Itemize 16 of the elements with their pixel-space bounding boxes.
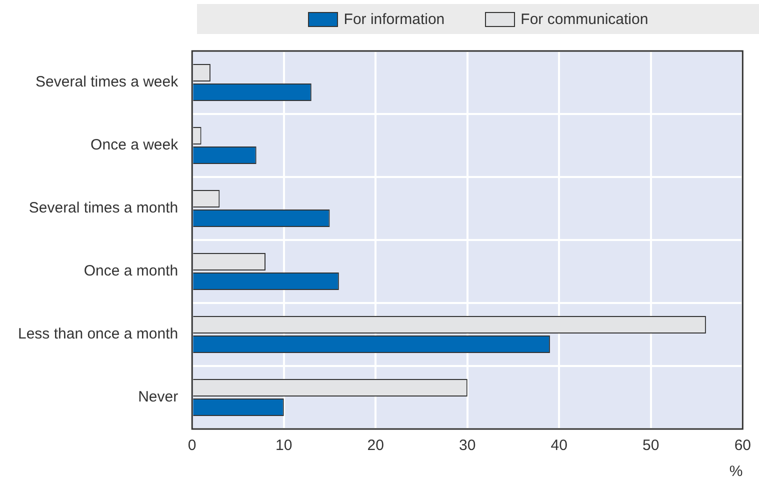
text: For communication (520, 10, 648, 28)
x-tick-label: 50 (642, 437, 660, 454)
legend-label: For information (344, 10, 445, 28)
x-tick-label: 60 (734, 437, 751, 454)
y-tick-label: Several times a month (28, 200, 178, 217)
y-tick-label: Once a month (84, 262, 178, 280)
y-tick-label: Less than once a month (18, 326, 178, 343)
y-tick-label: Once a week (90, 136, 179, 154)
y-tick-label: Several times a week (36, 74, 179, 91)
x-tick-label: 10 (276, 437, 292, 454)
x-tick-label: 40 (550, 437, 568, 454)
x-tick-label: 20 (367, 437, 384, 454)
x-axis-title: % (729, 463, 743, 480)
x-tick-label: 0 (188, 437, 196, 454)
y-tick-label: Never (138, 388, 178, 406)
x-tick-label: 30 (459, 437, 476, 454)
